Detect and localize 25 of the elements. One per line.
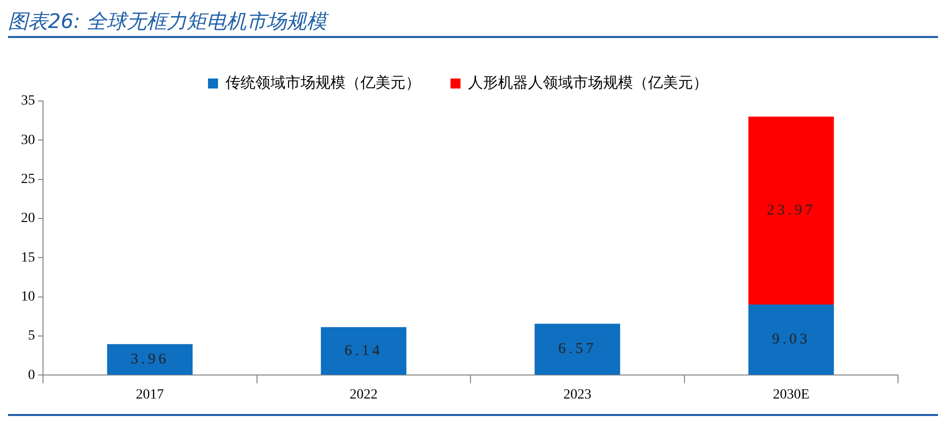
bar: [107, 344, 193, 375]
x-tick-label: 2030E: [772, 387, 810, 402]
y-tick-label: 10: [21, 290, 35, 305]
data-label: 23.97: [766, 202, 816, 218]
x-tick-label: 2022: [350, 387, 378, 402]
bar: [534, 324, 620, 375]
x-tick-label: 2017: [136, 387, 164, 402]
legend-label: 传统领域市场规模（亿美元）: [226, 73, 420, 92]
y-tick-label: 15: [21, 250, 35, 266]
y-tick-label: 20: [21, 211, 35, 226]
bar: [320, 327, 406, 375]
y-tick-label: 30: [21, 132, 35, 148]
data-label: 6.14: [344, 342, 383, 359]
bar: [748, 304, 834, 375]
y-tick-label: 5: [28, 328, 35, 344]
bar: [748, 116, 834, 304]
x-tick-label: 2023: [563, 387, 592, 402]
data-label: 6.57: [558, 341, 596, 358]
data-label: 3.96: [130, 351, 169, 368]
chart-title: 图表26: 全球无框力矩电机市场规模: [8, 8, 330, 35]
data-label: 9.03: [772, 332, 810, 348]
legend-label: 人形机器人领域市场规模（亿美元）: [468, 73, 708, 92]
y-tick-label: 35: [21, 94, 35, 109]
y-tick-label: 25: [21, 172, 35, 188]
y-tick-label: 0: [28, 368, 35, 383]
